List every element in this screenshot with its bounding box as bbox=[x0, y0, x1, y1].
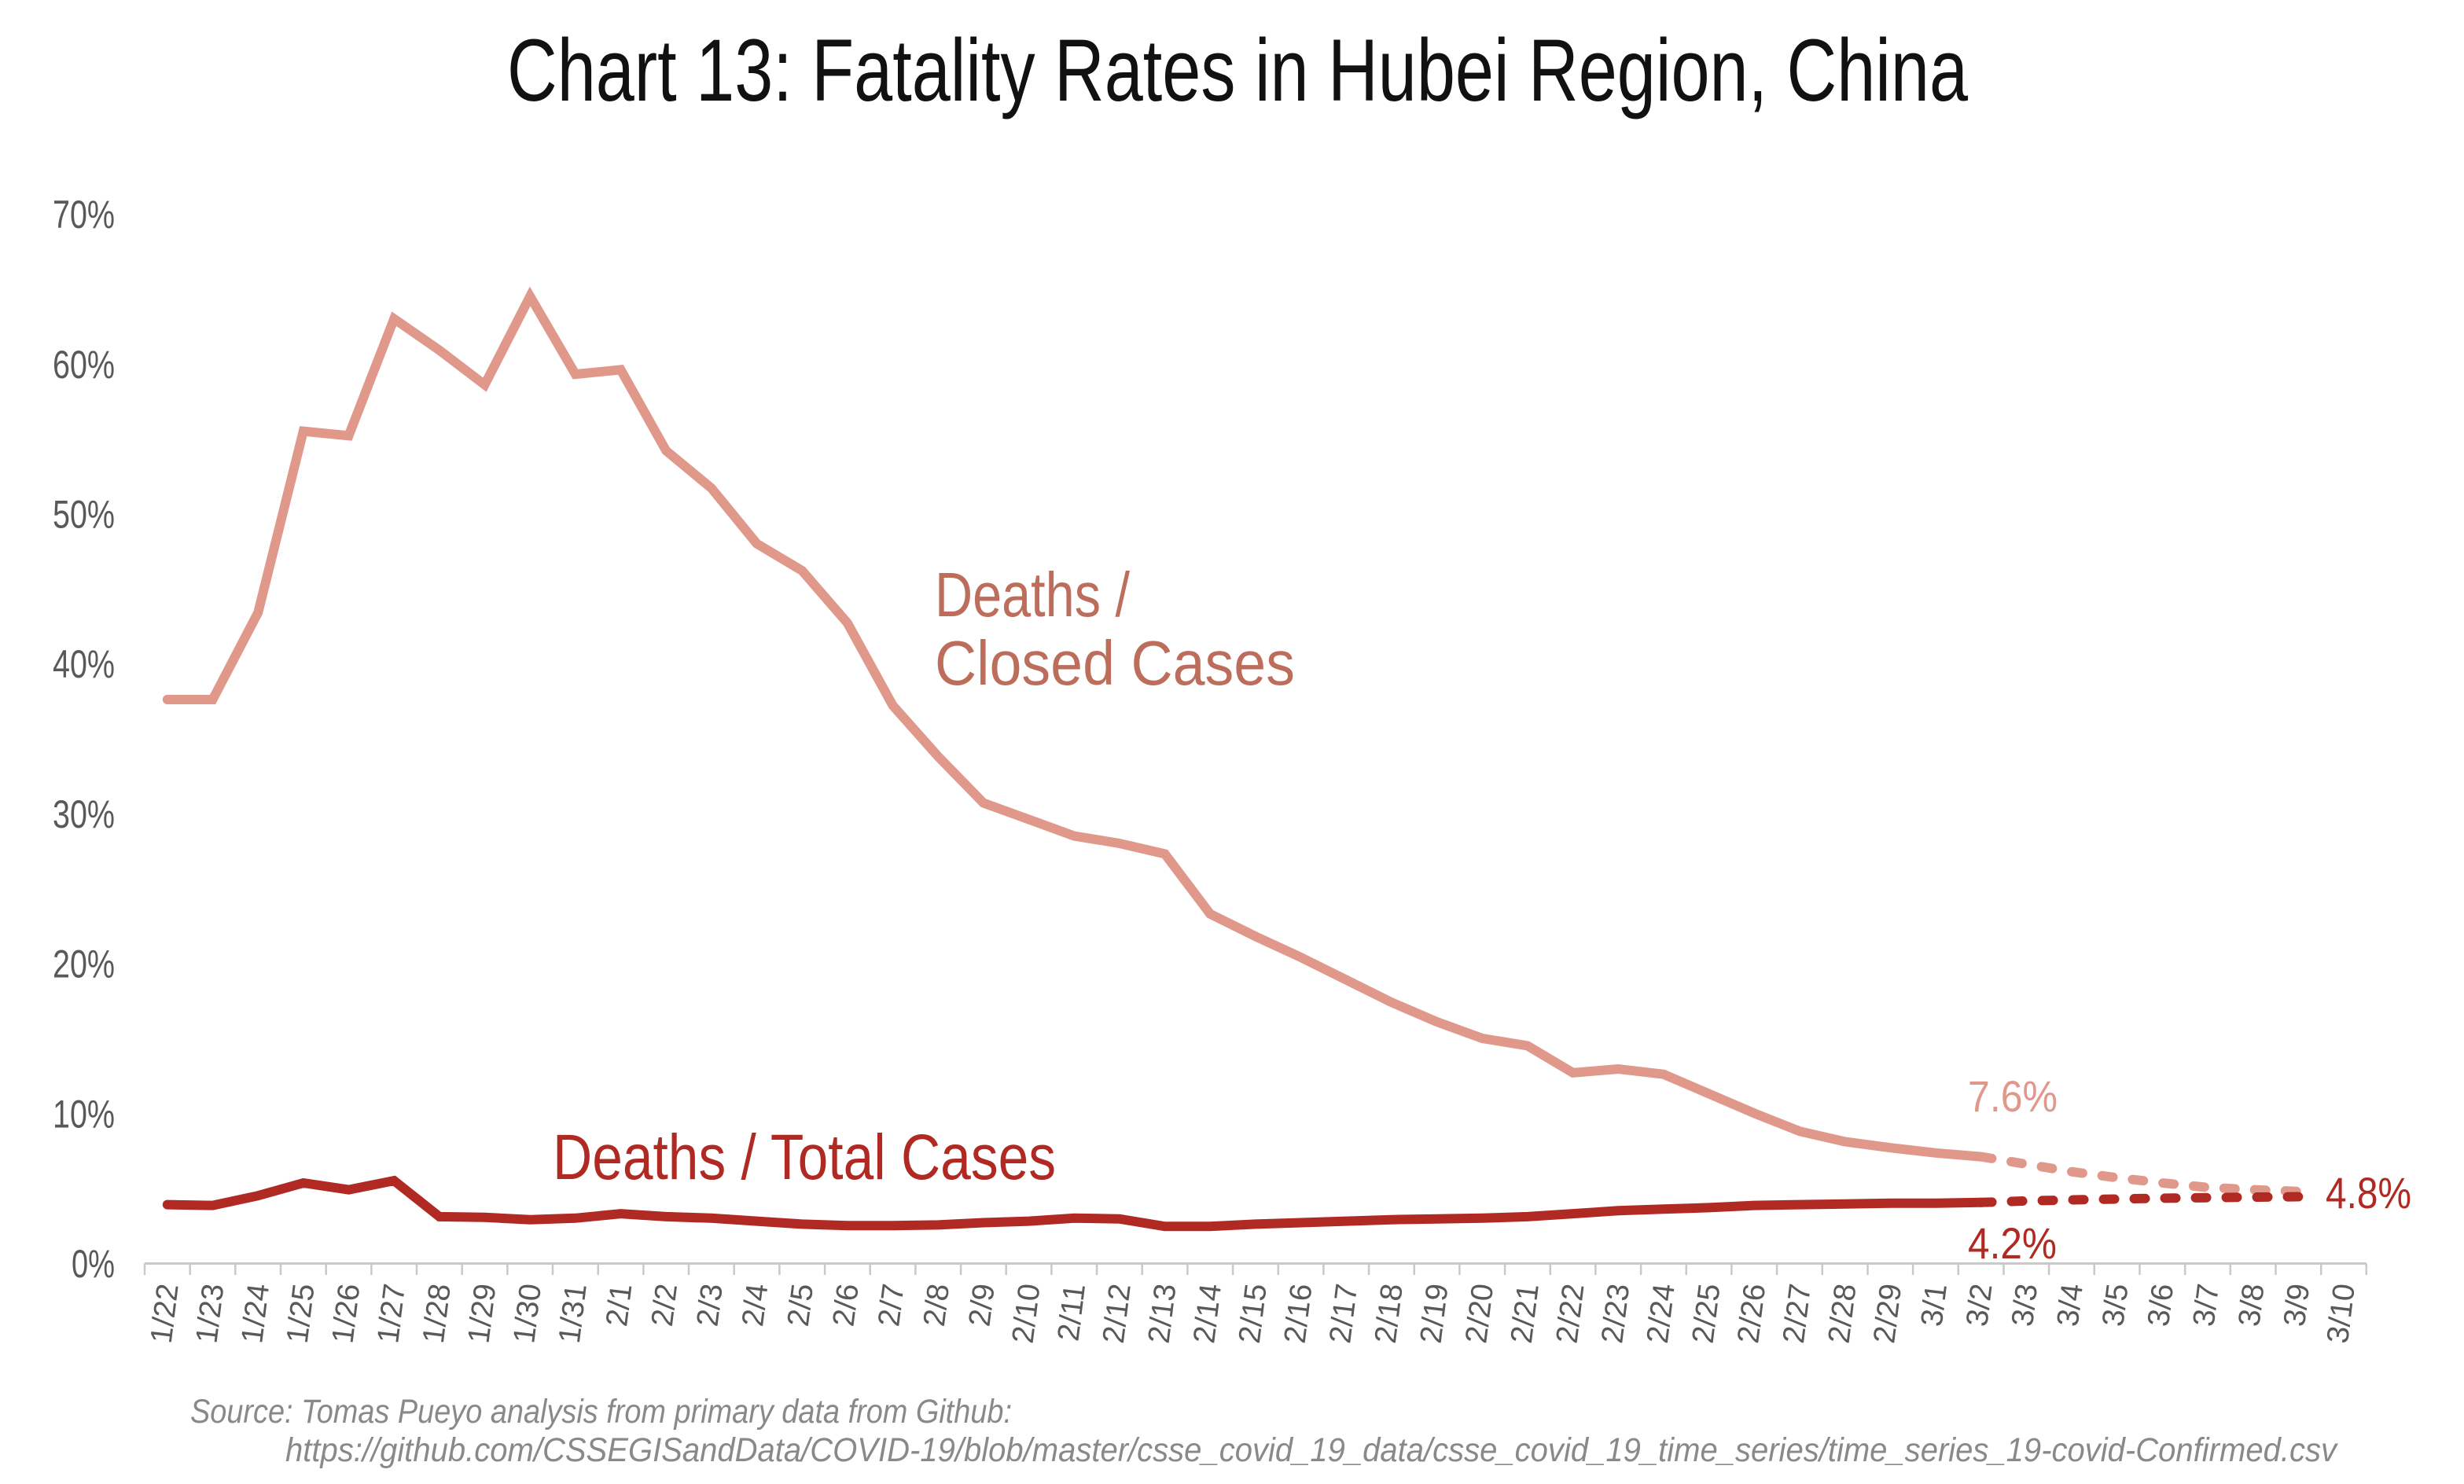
svg-text:2/3: 2/3 bbox=[691, 1282, 730, 1328]
svg-text:30%: 30% bbox=[53, 792, 115, 836]
svg-text:2/12: 2/12 bbox=[1097, 1282, 1138, 1346]
svg-text:2/23: 2/23 bbox=[1595, 1282, 1636, 1346]
svg-text:7.6%: 7.6% bbox=[1968, 1071, 2058, 1121]
svg-text:3/2: 3/2 bbox=[1960, 1282, 1999, 1328]
svg-text:2/5: 2/5 bbox=[781, 1282, 820, 1328]
svg-text:1/26: 1/26 bbox=[326, 1282, 367, 1346]
svg-text:3/9: 3/9 bbox=[2278, 1282, 2316, 1328]
svg-text:2/24: 2/24 bbox=[1641, 1282, 1682, 1346]
svg-text:Chart 13: Fatality Rates in Hu: Chart 13: Fatality Rates in Hubei Region… bbox=[507, 21, 1969, 119]
svg-text:4.8%: 4.8% bbox=[2326, 1168, 2411, 1218]
svg-text:Deaths / Total Cases: Deaths / Total Cases bbox=[553, 1122, 1056, 1193]
svg-text:3/5: 3/5 bbox=[2096, 1282, 2135, 1328]
svg-text:20%: 20% bbox=[53, 942, 115, 986]
svg-text:2/26: 2/26 bbox=[1731, 1282, 1772, 1346]
svg-text:3/10: 3/10 bbox=[2321, 1282, 2362, 1346]
svg-text:1/24: 1/24 bbox=[235, 1282, 276, 1346]
svg-text:50%: 50% bbox=[53, 493, 115, 537]
svg-text:2/19: 2/19 bbox=[1414, 1282, 1455, 1346]
svg-text:1/31: 1/31 bbox=[553, 1282, 594, 1346]
svg-text:2/4: 2/4 bbox=[736, 1282, 774, 1328]
svg-text:2/15: 2/15 bbox=[1233, 1282, 1274, 1346]
svg-text:3/4: 3/4 bbox=[2051, 1282, 2090, 1328]
svg-text:1/25: 1/25 bbox=[281, 1282, 322, 1346]
svg-text:2/6: 2/6 bbox=[827, 1282, 866, 1328]
svg-text:2/13: 2/13 bbox=[1142, 1282, 1183, 1346]
svg-text:70%: 70% bbox=[53, 193, 115, 237]
svg-text:2/14: 2/14 bbox=[1187, 1282, 1228, 1346]
svg-text:4.2%: 4.2% bbox=[1968, 1218, 2057, 1268]
svg-text:2/29: 2/29 bbox=[1867, 1282, 1908, 1346]
svg-text:1/30: 1/30 bbox=[507, 1282, 548, 1346]
svg-text:2/9: 2/9 bbox=[963, 1282, 1002, 1328]
svg-text:2/27: 2/27 bbox=[1777, 1282, 1818, 1346]
svg-text:2/28: 2/28 bbox=[1822, 1282, 1863, 1346]
svg-text:2/17: 2/17 bbox=[1323, 1282, 1364, 1346]
svg-text:2/7: 2/7 bbox=[872, 1282, 910, 1328]
svg-text:2/22: 2/22 bbox=[1550, 1282, 1591, 1346]
svg-text:3/3: 3/3 bbox=[2006, 1282, 2044, 1328]
svg-text:1/27: 1/27 bbox=[371, 1282, 412, 1346]
svg-text:3/6: 3/6 bbox=[2142, 1282, 2180, 1328]
svg-text:40%: 40% bbox=[53, 642, 115, 686]
svg-text:2/8: 2/8 bbox=[918, 1282, 956, 1328]
svg-text:1/22: 1/22 bbox=[145, 1282, 186, 1346]
svg-text:1/28: 1/28 bbox=[417, 1282, 458, 1346]
svg-text:2/20: 2/20 bbox=[1459, 1282, 1500, 1346]
svg-text:60%: 60% bbox=[53, 343, 115, 387]
svg-text:2/1: 2/1 bbox=[600, 1282, 638, 1328]
svg-text:Source: Tomas Pueyo analysis f: Source: Tomas Pueyo analysis from primar… bbox=[190, 1393, 1012, 1431]
svg-text:1/29: 1/29 bbox=[462, 1282, 503, 1346]
svg-text:Deaths /: Deaths / bbox=[935, 560, 1131, 630]
svg-text:2/10: 2/10 bbox=[1006, 1282, 1047, 1346]
svg-text:2/21: 2/21 bbox=[1505, 1282, 1546, 1346]
svg-text:2/16: 2/16 bbox=[1278, 1282, 1319, 1346]
svg-text:2/11: 2/11 bbox=[1052, 1282, 1093, 1343]
svg-text:2/18: 2/18 bbox=[1369, 1282, 1410, 1346]
svg-text:3/7: 3/7 bbox=[2187, 1282, 2226, 1328]
svg-text:2/25: 2/25 bbox=[1686, 1282, 1727, 1346]
svg-text:1/23: 1/23 bbox=[190, 1282, 231, 1346]
svg-text:0%: 0% bbox=[72, 1242, 115, 1286]
svg-text:3/1: 3/1 bbox=[1915, 1282, 1954, 1328]
svg-text:Closed Cases: Closed Cases bbox=[935, 628, 1295, 698]
svg-text:10%: 10% bbox=[53, 1092, 115, 1136]
svg-text:https://github.com/CSSEGISandD: https://github.com/CSSEGISandData/COVID-… bbox=[285, 1431, 2338, 1469]
svg-text:3/8: 3/8 bbox=[2232, 1282, 2271, 1328]
svg-text:2/2: 2/2 bbox=[645, 1282, 684, 1328]
